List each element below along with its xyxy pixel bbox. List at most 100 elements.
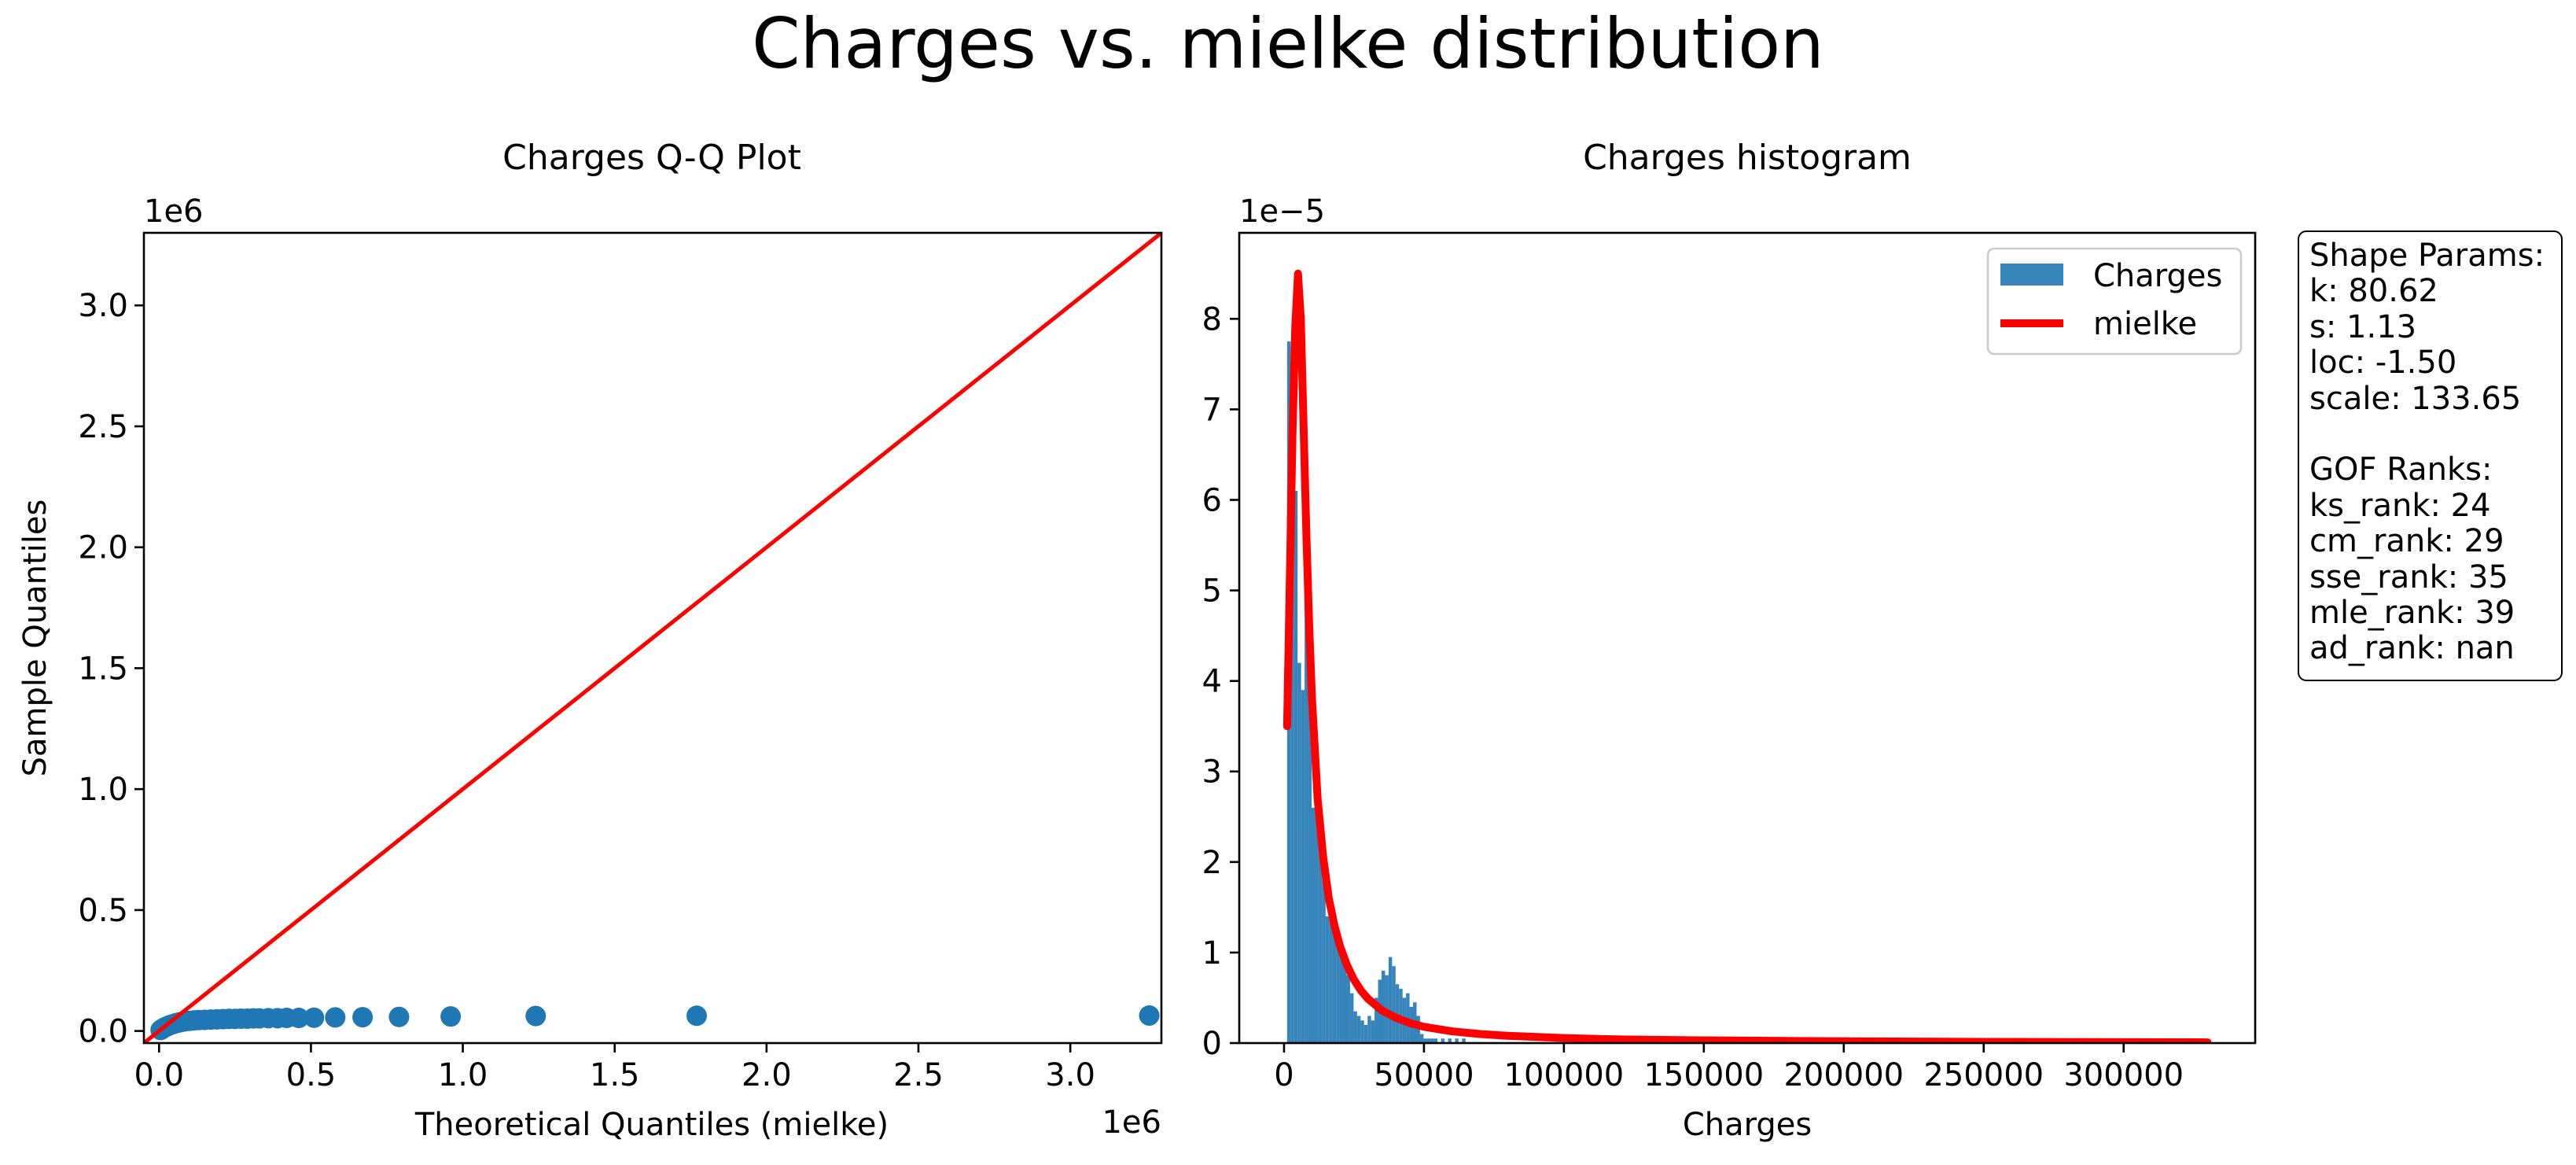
histogram-bar [1322, 879, 1326, 1043]
qq-x-tick-label: 2.0 [742, 1057, 792, 1093]
histogram-bar [1356, 1016, 1361, 1043]
legend-label-charges: Charges [2093, 258, 2222, 294]
qq-y-tick-label: 2.0 [78, 530, 128, 566]
histogram-bar [1388, 957, 1393, 1043]
histogram-bar [1433, 1038, 1438, 1043]
histogram-bar [1419, 1034, 1424, 1043]
histogram-title: Charges histogram [1583, 138, 1912, 178]
qq-y-offset-label: 1e6 [144, 194, 204, 230]
histogram-y-tick-label: 4 [1202, 664, 1222, 700]
histogram-bar [1448, 1038, 1452, 1043]
qq-x-tick-label: 1.0 [438, 1057, 488, 1093]
histogram-bar [1346, 975, 1350, 1043]
qq-y-tick-label: 0.0 [78, 1014, 128, 1050]
qq-y-tick-label: 1.5 [78, 651, 128, 687]
histogram-bar [1374, 997, 1378, 1043]
histogram-x-axis-label: Charges [1683, 1107, 1812, 1143]
param-line [2309, 417, 2561, 452]
histogram-bar [1336, 934, 1340, 1043]
param-line: cm_rank: 29 [2309, 523, 2504, 560]
qq-point [525, 1005, 546, 1027]
param-line: GOF Ranks: [2309, 452, 2493, 488]
qq-y-tick-label: 2.5 [78, 409, 128, 445]
qq-x-ticks: 0.0 0.5 1.0 1.5 2.0 2.5 3.0 [134, 1043, 1095, 1093]
histogram-y-tick-label: 2 [1202, 845, 1222, 881]
histogram-y-ticks: 0 1 2 3 4 5 6 7 8 [1202, 301, 1239, 1062]
histogram-bar [1318, 821, 1323, 1043]
qq-plot-title: Charges Q-Q Plot [502, 138, 801, 178]
histogram-x-tick-label: 300000 [2063, 1057, 2184, 1093]
histogram-y-tick-label: 1 [1202, 935, 1222, 971]
figure-title: Charges vs. mielke distribution [752, 3, 1824, 84]
param-line: sse_rank: 35 [2309, 559, 2508, 595]
param-line: ks_rank: 24 [2309, 487, 2491, 524]
histogram-bar [1371, 1020, 1375, 1043]
qq-x-tick-label: 0.5 [286, 1057, 337, 1093]
histogram-y-offset-label: 1e−5 [1239, 194, 1325, 230]
histogram-legend: Charges mielke [1986, 247, 2243, 356]
qq-y-tick-label: 1.0 [78, 772, 128, 808]
qq-y-ticks: 0.0 0.5 1.0 1.5 2.0 2.5 3.0 [78, 288, 144, 1050]
qq-point [440, 1006, 462, 1027]
legend-label-mielke: mielke [2093, 306, 2197, 342]
legend-swatch-charges [2000, 264, 2063, 286]
histogram-y-tick-label: 6 [1202, 482, 1222, 518]
param-line: s: 1.13 [2309, 308, 2417, 345]
histogram-bar [1360, 1020, 1364, 1043]
qq-point [288, 1008, 309, 1029]
parameters-box: Shape Params: k: 80.62 s: 1.13 loc: -1.5… [2298, 230, 2563, 681]
qq-point [325, 1007, 346, 1028]
histogram-y-tick-label: 8 [1202, 301, 1222, 337]
qq-plot: Charges Q-Q Plot 1e6 0.0 0.5 1.0 1.5 2.0 2.5 3… [17, 138, 1163, 1143]
histogram-x-tick-label: 50000 [1374, 1057, 1474, 1093]
param-line: ad_rank: nan [2309, 630, 2515, 667]
qq-point [388, 1006, 410, 1027]
qq-y-axis-label: Sample Quantiles [17, 500, 53, 777]
qq-x-axis-label: Theoretical Quantiles (mielke) [414, 1107, 889, 1143]
histogram-bar [1455, 1038, 1459, 1043]
histogram-bar [1305, 577, 1308, 1043]
histogram-bar [1416, 1016, 1420, 1043]
param-line: loc: -1.50 [2309, 345, 2457, 382]
histogram-frame [1238, 231, 2257, 1045]
qq-point [1139, 1005, 1160, 1026]
histogram-bar [1395, 984, 1400, 1043]
histogram-bar [1423, 1038, 1427, 1043]
histogram-bar [1367, 1016, 1371, 1043]
param-line: mle_rank: 39 [2309, 594, 2515, 631]
qq-plot-frame [142, 231, 1163, 1045]
qq-x-tick-label: 3.0 [1045, 1057, 1095, 1093]
histogram-bar [1339, 943, 1344, 1043]
histogram-bar [1349, 993, 1354, 1043]
histogram-bar [1363, 1024, 1368, 1043]
histogram-bar [1353, 1011, 1357, 1043]
histogram-x-tick-label: 200000 [1783, 1057, 1904, 1093]
qq-x-offset-label: 1e6 [1102, 1104, 1161, 1141]
histogram-plot: Charges histogram 1e−5 0 1 2 3 4 5 6 7 8 0 50000 1… [1202, 138, 2257, 1143]
histogram-bar [1329, 912, 1333, 1043]
qq-x-tick-label: 1.5 [590, 1057, 640, 1093]
histogram-bar [1325, 916, 1330, 1043]
mielke-curve [1282, 269, 2212, 1043]
histogram-bar [1290, 400, 1294, 1043]
qq-x-tick-label: 2.5 [893, 1057, 944, 1093]
param-line: scale: 133.65 [2309, 380, 2522, 417]
histogram-x-ticks: 0 50000 100000 150000 200000 250000 300000 [1274, 1043, 2184, 1093]
histogram-bar [1392, 966, 1396, 1043]
histogram-bar [1308, 676, 1312, 1043]
histogram-bar [1297, 662, 1301, 1043]
param-line: Shape Params: [2309, 238, 2545, 274]
histogram-bar [1343, 952, 1347, 1043]
histogram-bar [1332, 930, 1337, 1043]
histogram-x-tick-label: 100000 [1504, 1057, 1625, 1093]
histogram-bar [1441, 1038, 1445, 1043]
qq-point [686, 1005, 708, 1027]
histogram-y-tick-label: 0 [1202, 1026, 1222, 1062]
histogram-x-tick-label: 250000 [1923, 1057, 2044, 1093]
qq-x-tick-label: 0.0 [134, 1057, 185, 1093]
histogram-bar [1315, 812, 1319, 1043]
histogram-bar [1430, 1038, 1434, 1043]
histogram-bar [1312, 807, 1316, 1043]
qq-reference-line [144, 233, 1161, 1043]
